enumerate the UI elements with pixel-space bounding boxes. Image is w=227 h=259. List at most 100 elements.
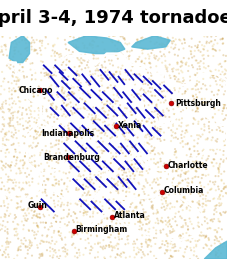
Point	[82, 159, 85, 163]
Point	[17, 223, 20, 227]
Point	[112, 93, 115, 97]
Point	[88, 136, 92, 140]
Point	[215, 74, 219, 78]
Point	[151, 203, 155, 207]
Point	[216, 166, 220, 170]
Point	[217, 226, 220, 230]
Point	[202, 61, 205, 66]
Point	[144, 240, 148, 244]
Point	[25, 175, 29, 179]
Point	[86, 127, 90, 131]
Point	[55, 93, 59, 97]
Point	[215, 251, 219, 255]
Point	[189, 187, 193, 191]
Point	[58, 55, 61, 59]
Point	[183, 172, 187, 176]
Point	[169, 225, 173, 229]
Point	[201, 223, 205, 227]
Point	[211, 135, 215, 140]
Point	[33, 209, 37, 213]
Point	[78, 251, 81, 255]
Point	[186, 123, 190, 127]
Point	[46, 204, 49, 208]
Point	[185, 205, 189, 210]
Point	[44, 46, 47, 50]
Point	[117, 232, 121, 236]
Point	[20, 38, 24, 42]
Text: Chicago: Chicago	[18, 86, 53, 95]
Point	[124, 78, 128, 82]
Point	[7, 130, 11, 134]
Point	[100, 131, 104, 135]
Point	[98, 185, 101, 189]
Point	[191, 94, 195, 98]
Point	[126, 69, 129, 74]
Point	[29, 128, 32, 132]
Point	[86, 203, 90, 207]
Point	[38, 252, 42, 256]
Point	[8, 123, 11, 127]
Point	[168, 74, 171, 78]
Point	[148, 137, 152, 141]
Point	[105, 224, 109, 228]
Point	[180, 238, 183, 242]
Point	[132, 209, 135, 213]
Point	[219, 251, 223, 255]
Point	[148, 164, 151, 168]
Point	[225, 244, 227, 248]
Point	[83, 59, 86, 63]
Point	[47, 98, 51, 103]
Point	[119, 66, 123, 70]
Point	[74, 202, 77, 206]
Point	[197, 238, 201, 242]
Point	[19, 87, 22, 91]
Point	[214, 234, 217, 239]
Point	[74, 134, 78, 139]
Point	[137, 213, 140, 217]
Point	[10, 134, 13, 138]
Point	[216, 255, 220, 259]
Point	[87, 87, 91, 91]
Point	[100, 218, 104, 222]
Point	[150, 51, 153, 55]
Point	[117, 39, 121, 43]
Point	[180, 61, 184, 65]
Point	[143, 159, 146, 163]
Point	[44, 34, 47, 38]
Point	[127, 54, 131, 59]
Point	[174, 211, 178, 215]
Point	[107, 142, 111, 146]
Point	[116, 189, 120, 193]
Point	[176, 162, 180, 167]
Point	[20, 238, 23, 242]
Point	[121, 132, 125, 136]
Point	[23, 211, 27, 215]
Point	[141, 35, 144, 40]
Polygon shape	[132, 36, 170, 49]
Point	[186, 176, 190, 181]
Point	[64, 114, 68, 119]
Point	[168, 158, 172, 162]
Point	[59, 122, 63, 126]
Point	[202, 44, 206, 48]
Point	[194, 92, 198, 97]
Point	[173, 131, 177, 135]
Point	[202, 71, 205, 75]
Point	[89, 184, 92, 188]
Point	[38, 46, 42, 50]
Point	[27, 144, 30, 148]
Point	[178, 38, 181, 42]
Point	[7, 150, 11, 154]
Point	[86, 231, 89, 235]
Point	[160, 206, 163, 210]
Point	[194, 88, 198, 92]
Point	[214, 252, 218, 256]
Point	[183, 237, 187, 241]
Point	[166, 241, 169, 245]
Point	[147, 221, 151, 225]
Point	[106, 113, 109, 117]
Point	[147, 214, 151, 218]
Point	[135, 238, 139, 242]
Point	[221, 124, 225, 128]
Point	[53, 81, 57, 85]
